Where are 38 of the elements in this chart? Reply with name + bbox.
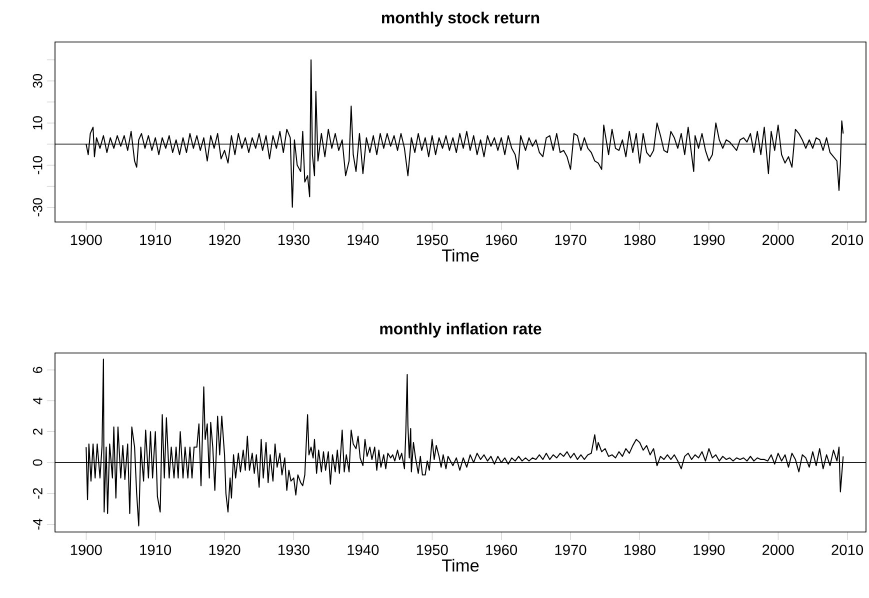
chart-title: monthly stock return [382,12,540,27]
x-tick-label: 1980 [624,234,656,246]
x-tick-label: 1950 [416,234,448,246]
x-tick-label: 1930 [278,544,310,556]
y-tick-label: -30 [32,198,42,216]
x-tick-label: 1940 [348,544,379,556]
x-axis-title: Time [442,248,479,262]
y-tick-label: 10 [32,116,42,130]
x-tick-label: 1910 [140,234,172,246]
x-tick-label: 1920 [209,544,240,556]
y-tick-label: 4 [33,398,42,404]
x-tick-label: 1930 [278,234,310,246]
x-tick-label: 1900 [70,234,102,246]
y-tick-label: 0 [32,459,42,466]
x-axis-title: Time [442,558,479,572]
x-tick-label: 1950 [416,544,448,556]
x-tick-label: 1970 [555,234,586,246]
x-tick-label: 1940 [348,234,379,246]
chart-title: monthly inflation rate [380,322,542,338]
x-tick-label: 2000 [762,234,794,246]
x-tick-label: 1960 [486,234,518,246]
x-tick-label: 1990 [694,234,725,246]
y-tick-label: 30 [32,74,42,88]
x-tick-label: 1960 [486,544,518,556]
y-tick-label: 2 [32,428,42,435]
x-tick-label: 1900 [70,544,102,556]
x-tick-label: 1970 [555,544,586,556]
x-tick-label: 2010 [832,234,864,246]
x-tick-label: 1910 [140,544,172,556]
y-tick-label: -2 [32,488,42,499]
x-tick-label: 1980 [624,544,656,556]
x-tick-label: 2000 [762,544,794,556]
y-tick-label: -10 [32,156,42,174]
x-tick-label: 1990 [694,544,725,556]
x-tick-label: 1920 [209,234,240,246]
y-tick-label: -4 [33,518,42,530]
x-tick-label: 2010 [832,544,864,556]
y-tick-label: 6 [32,366,42,373]
